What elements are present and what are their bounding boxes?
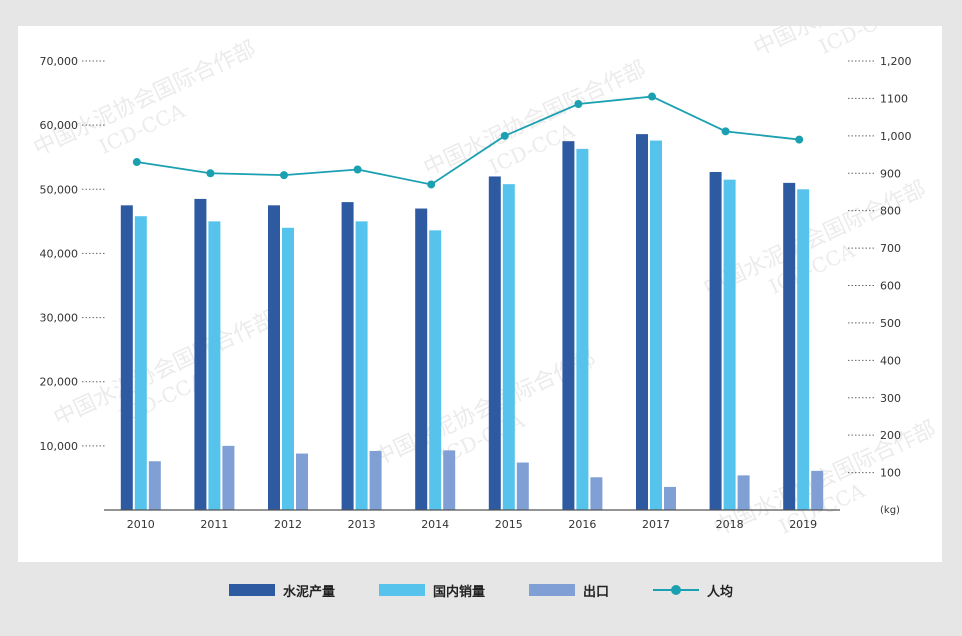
legend-label-per-capita: 人均 <box>707 584 734 600</box>
right-tick-label: 900 <box>880 167 901 180</box>
x-tick-label: 2014 <box>421 518 449 531</box>
bar-export <box>737 475 750 510</box>
x-tick-label: 2010 <box>127 518 155 531</box>
bar-export <box>590 477 603 510</box>
bar-export <box>148 461 161 510</box>
bar-export <box>369 450 382 510</box>
x-axis: 2010 2011 2012 2013 2014 2015 2016 2017 2018 2019 <box>127 518 817 531</box>
right-tick-label: 700 <box>880 242 901 255</box>
right-tick-label: 500 <box>880 317 901 330</box>
per-capita-point <box>206 169 215 178</box>
bars <box>120 134 824 511</box>
left-tick-label: 60,000 <box>40 119 79 132</box>
per-capita-line <box>132 92 804 189</box>
legend-label-domestic: 国内销量 <box>432 584 485 600</box>
x-tick-label: 2011 <box>200 518 228 531</box>
per-capita-point <box>574 100 583 109</box>
left-axis: 10,000 20,000 30,000 40,000 50,000 60,000 70,0… <box>40 55 106 453</box>
bar-domestic <box>355 221 368 510</box>
legend-label-export: 出口 <box>583 584 610 600</box>
bar-domestic <box>797 189 810 511</box>
bar-production <box>268 205 280 511</box>
bar-domestic <box>650 140 662 510</box>
bar-production <box>415 208 428 510</box>
bar-production <box>562 141 575 510</box>
x-tick-label: 2017 <box>642 518 670 531</box>
bar-export <box>664 486 676 510</box>
per-capita-point <box>721 127 730 136</box>
legend-swatch-export <box>529 584 575 596</box>
per-capita-line-path <box>136 95 800 186</box>
legend-item-domestic: 国内销量 <box>378 581 485 600</box>
right-tick-label: 1100 <box>880 92 908 105</box>
bar-export <box>222 445 235 510</box>
right-tick-label: 1,000 <box>880 130 912 143</box>
bar-domestic <box>502 184 515 510</box>
per-capita-point <box>795 135 804 144</box>
per-capita-point <box>648 92 656 101</box>
per-capita-point <box>280 171 288 180</box>
legend-item-production: 水泥产量 <box>228 581 335 600</box>
per-capita-point <box>353 165 362 174</box>
bar-production <box>341 202 354 510</box>
legend: 水泥产量 国内销量 出口 人均 <box>0 572 962 608</box>
bar-domestic <box>282 227 294 510</box>
x-tick-label: 2018 <box>716 518 744 531</box>
x-tick-label: 2012 <box>274 518 302 531</box>
right-tick-label: 600 <box>880 280 901 293</box>
bar-production <box>709 171 722 510</box>
legend-swatch-per-capita <box>653 584 700 596</box>
left-tick-label: 10,000 <box>40 440 79 453</box>
watermark-text: 中国水泥协会国际合作部 <box>50 306 280 431</box>
right-tick-label: 300 <box>880 392 901 405</box>
legend-swatch-domestic <box>378 584 425 596</box>
bar-production <box>783 182 796 510</box>
right-axis-unit: (kg) <box>880 505 900 516</box>
bar-production <box>488 176 501 510</box>
bar-domestic <box>134 216 147 510</box>
bar-production <box>636 134 648 510</box>
legend-item-per-capita: 人均 <box>653 581 733 600</box>
legend-label-production: 水泥产量 <box>282 584 335 600</box>
watermark-text: 中国水泥协会国际合作部 <box>420 56 650 181</box>
x-tick-label: 2019 <box>789 518 817 531</box>
legend-swatch-production <box>228 584 275 596</box>
per-capita-point <box>500 131 509 140</box>
right-tick-label: 100 <box>880 467 901 480</box>
x-tick-label: 2016 <box>568 518 596 531</box>
left-tick-label: 30,000 <box>40 312 79 325</box>
bar-domestic <box>723 179 736 510</box>
x-tick-label: 2015 <box>495 518 523 531</box>
bar-export <box>443 450 456 510</box>
right-tick-label: 400 <box>880 354 901 367</box>
per-capita-point <box>132 158 141 167</box>
right-tick-label: 200 <box>880 429 901 442</box>
bar-domestic <box>576 148 589 510</box>
x-tick-label: 2013 <box>348 518 376 531</box>
right-tick-label: 1,200 <box>880 55 912 68</box>
bar-domestic <box>429 230 442 510</box>
right-axis: 100 200 300 400 500 600 700 800 900 1,000 1100 1,20… <box>848 55 912 480</box>
left-tick-label: 70,000 <box>40 55 79 68</box>
right-tick-label: 800 <box>880 205 901 218</box>
bar-export <box>296 453 308 510</box>
legend-item-export: 出口 <box>529 581 609 600</box>
left-tick-label: 50,000 <box>40 183 79 196</box>
left-tick-label: 40,000 <box>40 247 79 260</box>
bar-production <box>194 198 207 510</box>
left-tick-label: 20,000 <box>40 376 79 389</box>
chart-card: 中国水泥协会国际合作部 ICD-CCA 中国水泥协会国际合作部 ICD-CCA 中国水泥… <box>18 26 942 562</box>
bar-export <box>516 462 529 510</box>
bar-domestic <box>208 221 221 510</box>
per-capita-point <box>427 180 436 189</box>
bar-export <box>811 470 824 510</box>
watermark-subtext: ICD-CCA <box>815 26 908 59</box>
bar-production <box>120 205 133 511</box>
